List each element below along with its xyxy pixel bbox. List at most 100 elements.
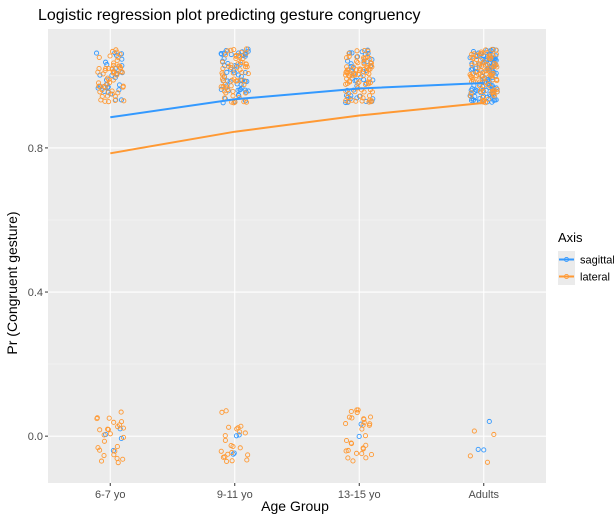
data-point-lateral: [481, 88, 487, 94]
data-point-sagittal: [488, 47, 494, 53]
data-point-lateral: [109, 88, 115, 94]
data-point-lateral: [489, 73, 495, 79]
data-point-lateral: [488, 55, 494, 62]
data-point-sagittal: [237, 87, 243, 93]
data-point-lateral: [471, 51, 477, 57]
data-point-lateral: [343, 98, 349, 104]
data-point-lateral: [468, 90, 474, 96]
data-point-lateral: [243, 99, 250, 105]
data-point-lateral: [107, 80, 113, 86]
data-point-lateral: [115, 424, 121, 430]
data-point-lateral: [224, 458, 230, 464]
data-point-sagittal: [365, 50, 371, 56]
data-point-lateral: [471, 428, 477, 434]
data-point-lateral: [346, 91, 352, 97]
data-point-lateral: [115, 54, 121, 60]
data-point-lateral: [484, 49, 490, 55]
data-point-sagittal: [468, 87, 474, 93]
data-point-lateral: [94, 416, 100, 422]
data-point-lateral: [362, 81, 369, 88]
data-point-lateral: [225, 451, 231, 457]
data-point-lateral: [345, 455, 351, 461]
fitted-line-lateral: [110, 101, 484, 155]
data-point-lateral: [354, 410, 360, 416]
data-point-lateral: [228, 83, 234, 89]
data-point-lateral: [238, 49, 244, 55]
data-point-lateral: [230, 93, 236, 99]
data-point-lateral: [219, 70, 225, 76]
data-point-lateral: [240, 55, 246, 62]
data-point-sagittal: [493, 97, 499, 103]
data-point-lateral: [343, 421, 349, 427]
data-point-lateral: [469, 62, 475, 68]
data-point-lateral: [234, 426, 240, 432]
fitted-line-sagittal: [110, 82, 484, 119]
data-point-lateral: [485, 96, 491, 102]
data-point-lateral: [242, 430, 248, 436]
data-point-lateral: [474, 52, 480, 58]
y-tick-label: 0.8: [28, 143, 43, 155]
data-point-lateral: [106, 99, 112, 105]
data-point-lateral: [96, 54, 102, 61]
data-point-sagittal: [481, 447, 487, 453]
data-point-lateral: [220, 83, 226, 90]
data-point-lateral: [362, 433, 369, 439]
data-point-lateral: [366, 422, 372, 428]
data-point-lateral: [95, 69, 101, 75]
data-point-sagittal: [348, 61, 354, 67]
data-point-lateral: [357, 93, 363, 99]
data-point-lateral: [117, 65, 123, 71]
data-point-lateral: [102, 84, 108, 90]
data-point-lateral: [360, 73, 366, 79]
data-point-lateral: [245, 71, 251, 77]
data-point-lateral: [494, 86, 500, 92]
data-point-lateral: [469, 54, 475, 60]
data-point-lateral: [112, 448, 118, 454]
data-point-lateral: [243, 50, 249, 56]
data-point-lateral: [476, 63, 482, 69]
data-point-lateral: [98, 458, 105, 464]
data-point-lateral: [353, 67, 359, 73]
data-point-lateral: [468, 93, 474, 99]
data-point-lateral: [361, 420, 367, 426]
data-point-lateral: [231, 47, 237, 53]
data-point-lateral: [103, 66, 109, 72]
data-point-lateral: [229, 458, 235, 464]
data-point-lateral: [228, 62, 234, 68]
data-point-lateral: [95, 445, 101, 451]
data-point-sagittal: [349, 50, 355, 56]
data-point-lateral: [344, 67, 350, 73]
data-point-lateral: [244, 457, 250, 463]
x-tick-label: 13-15 yo: [338, 489, 381, 501]
legend-key-point: [563, 256, 570, 263]
data-point-lateral: [368, 452, 375, 458]
data-point-lateral: [470, 76, 476, 82]
data-point-lateral: [239, 70, 245, 76]
data-point-lateral: [115, 90, 121, 96]
data-point-lateral: [110, 77, 116, 83]
data-point-sagittal: [345, 58, 351, 64]
data-point-sagittal: [224, 69, 230, 75]
data-point-lateral: [477, 57, 484, 63]
data-point-lateral: [220, 65, 226, 72]
data-point-lateral: [111, 419, 117, 425]
data-point-lateral: [96, 83, 102, 89]
data-point-lateral: [354, 407, 360, 413]
data-point-sagittal: [118, 97, 125, 103]
data-point-lateral: [112, 97, 118, 103]
data-point-lateral: [361, 48, 368, 54]
data-point-sagittal: [236, 432, 242, 438]
data-point-lateral: [354, 54, 360, 60]
data-point-lateral: [359, 426, 365, 432]
y-axis-title: Pr (Congruent gesture): [4, 211, 20, 354]
data-point-lateral: [480, 94, 486, 101]
data-point-lateral: [229, 77, 235, 83]
legend-key-point: [563, 273, 570, 280]
data-point-lateral: [118, 409, 124, 415]
data-point-lateral: [120, 83, 126, 89]
data-point-lateral: [225, 48, 231, 54]
data-point-lateral: [482, 68, 488, 74]
data-point-lateral: [489, 71, 495, 77]
data-point-lateral: [237, 445, 243, 451]
